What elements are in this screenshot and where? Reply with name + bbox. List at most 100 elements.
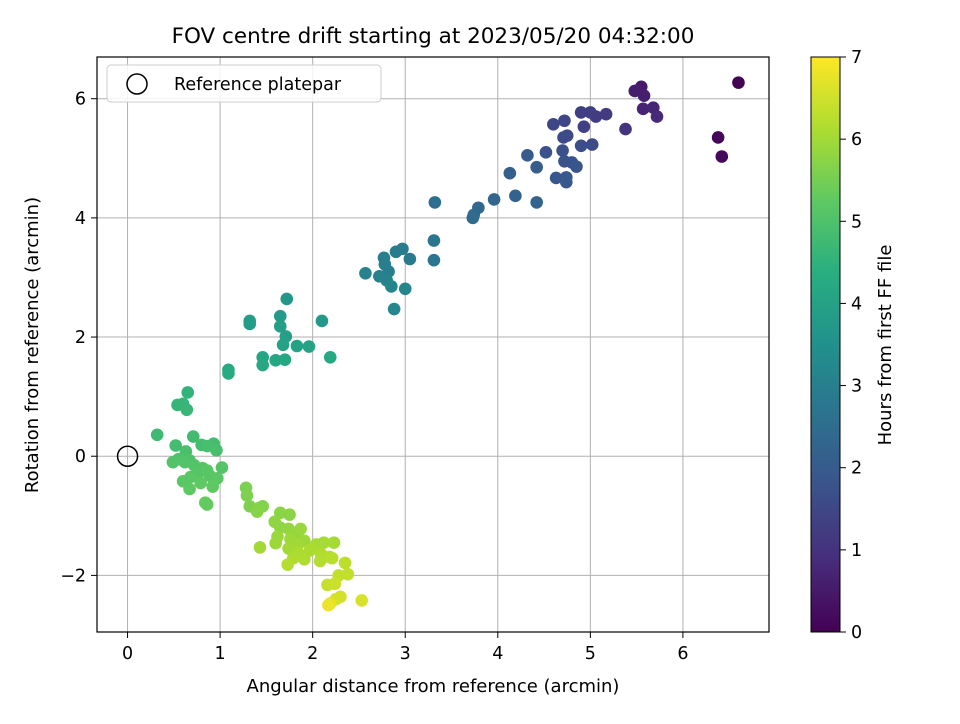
data-point: [322, 598, 335, 612]
colorbar-label: Hours from first FF file: [875, 245, 896, 446]
data-point: [398, 282, 412, 296]
data-point: [280, 292, 294, 306]
reference-platepar-marker: [116, 445, 139, 467]
data-point: [585, 138, 599, 151]
x-tick-label: 0: [122, 644, 133, 664]
x-tick-label: 4: [492, 644, 503, 664]
data-point: [487, 193, 501, 206]
data-point: [403, 252, 417, 266]
colorbar-tick-label: 1: [851, 541, 862, 561]
y-tick-label: −2: [60, 566, 86, 586]
colorbar-gradient: [810, 56, 841, 633]
data-point: [389, 245, 403, 259]
data-point: [283, 508, 296, 521]
legend-label: Reference platepar: [174, 75, 342, 95]
data-point: [549, 171, 563, 185]
data-point: [200, 498, 214, 511]
data-point: [273, 309, 287, 323]
colorbar-tick-label: 5: [851, 212, 862, 232]
data-point: [341, 567, 355, 581]
data-points: [150, 76, 745, 612]
data-point: [180, 403, 194, 417]
data-point: [210, 443, 223, 457]
data-point: [637, 89, 651, 103]
data-point: [328, 577, 342, 591]
data-point: [240, 489, 254, 502]
data-point: [222, 367, 235, 380]
y-axis-label: Rotation from reference (arcmin): [22, 197, 43, 493]
data-point: [466, 211, 480, 225]
x-axis-ticks: 0 1 2 3 4 5 6: [122, 632, 688, 664]
x-tick-label: 1: [215, 644, 226, 664]
data-point: [509, 189, 522, 203]
y-tick-label: 2: [75, 328, 86, 348]
x-tick-label: 2: [307, 644, 318, 664]
colorbar: 0 1 2 3 4 5 6 7 Hours from first FF file: [810, 48, 896, 643]
data-point: [294, 522, 307, 536]
data-point: [298, 553, 311, 566]
chart-title: FOV centre drift starting at 2023/05/20 …: [172, 24, 695, 49]
data-point: [253, 541, 267, 554]
data-point: [315, 314, 329, 328]
data-point: [317, 536, 331, 549]
data-point: [559, 175, 573, 189]
data-point: [547, 118, 560, 131]
data-point: [650, 110, 664, 123]
data-point: [619, 122, 632, 136]
data-point: [276, 338, 290, 352]
data-point: [574, 139, 588, 153]
data-point: [530, 196, 543, 209]
colorbar-ticks: 0 1 2 3 4 5 6 7: [840, 48, 862, 643]
data-point: [290, 339, 304, 353]
data-point: [557, 131, 570, 144]
data-point: [584, 106, 597, 119]
colorbar-tick-label: 0: [851, 623, 862, 643]
legend-box: [106, 64, 382, 103]
data-point: [181, 386, 195, 399]
data-point: [327, 536, 341, 549]
data-point: [577, 120, 591, 134]
data-point: [711, 131, 725, 144]
data-point: [215, 461, 229, 474]
data-point: [150, 428, 164, 442]
data-point: [338, 556, 352, 570]
data-point: [636, 102, 650, 116]
data-point: [732, 76, 745, 89]
data-point: [539, 146, 553, 159]
colorbar-tick-label: 4: [851, 294, 862, 314]
data-point: [599, 107, 613, 121]
data-point: [269, 536, 282, 550]
legend: Reference platepar: [106, 64, 382, 103]
y-axis-ticks: −2 0 2 4 6: [60, 90, 97, 586]
x-tick-label: 3: [400, 644, 411, 664]
data-point: [628, 84, 642, 98]
data-point: [355, 594, 369, 607]
data-point: [278, 353, 292, 366]
colorbar-tick-label: 3: [851, 377, 862, 397]
data-point: [530, 160, 543, 174]
data-point: [570, 160, 583, 173]
data-point: [281, 558, 294, 571]
data-point: [521, 149, 534, 162]
data-point: [427, 234, 441, 247]
data-point: [166, 455, 180, 469]
plot-frame: [96, 56, 770, 633]
data-point: [427, 253, 441, 267]
data-point: [313, 554, 327, 568]
data-point: [359, 266, 372, 280]
data-point: [558, 114, 571, 128]
data-point: [323, 351, 337, 364]
data-point: [325, 551, 339, 565]
data-point: [385, 280, 398, 293]
colorbar-tick-label: 2: [851, 459, 862, 479]
data-point: [302, 340, 316, 353]
x-axis-label: Angular distance from reference (arcmin): [247, 676, 620, 697]
data-point: [206, 480, 220, 493]
colorbar-tick-label: 6: [851, 130, 862, 150]
colorbar-tick-label: 7: [851, 48, 862, 68]
data-point: [186, 430, 200, 443]
data-point: [503, 166, 517, 180]
